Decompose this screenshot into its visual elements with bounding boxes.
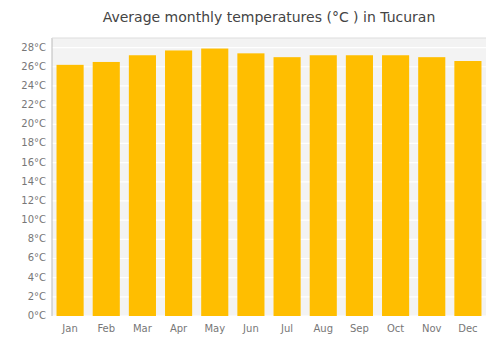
bar — [237, 53, 264, 316]
y-tick-label: 4°C — [28, 272, 46, 283]
bar — [201, 49, 228, 316]
grid — [52, 48, 486, 316]
chart-container: 0°C 2°C 4°C 6°C 8°C 10°C 12°C 14°C 16°C 18°C 20°C 2… — [0, 0, 500, 350]
bar — [129, 55, 156, 316]
bar — [165, 50, 192, 316]
y-tick-label: 14°C — [21, 176, 46, 187]
x-tick-label: Mar — [133, 323, 153, 334]
bar — [310, 55, 337, 316]
bar — [274, 57, 301, 316]
y-tick-label: 2°C — [28, 291, 46, 302]
bar — [346, 55, 373, 316]
x-tick-label: Aug — [313, 323, 333, 334]
y-tick-label: 16°C — [21, 157, 46, 168]
x-tick-label: Feb — [97, 323, 115, 334]
y-tick-label: 12°C — [21, 195, 46, 206]
y-tick-label: 0°C — [28, 310, 46, 321]
x-tick-label: Oct — [387, 323, 404, 334]
y-tick-label: 24°C — [21, 80, 46, 91]
grid-line — [52, 47, 486, 48]
y-tick-label: 20°C — [21, 118, 46, 129]
bars — [57, 49, 482, 316]
y-axis-line — [52, 38, 53, 316]
bar — [454, 61, 481, 316]
y-tick-label: 8°C — [28, 233, 46, 244]
y-tick-label: 28°C — [21, 42, 46, 53]
chart: 0°C 2°C 4°C 6°C 8°C 10°C 12°C 14°C 16°C 18°C 20°C 2… — [0, 0, 500, 350]
plot-area — [52, 38, 486, 316]
x-tick-label: Jan — [61, 323, 77, 334]
x-tick-label: Jun — [242, 323, 259, 334]
y-tick-label: 18°C — [21, 137, 46, 148]
y-tick-label: 22°C — [21, 99, 46, 110]
bar — [93, 62, 120, 316]
x-tick-label: Apr — [170, 323, 188, 334]
x-tick-label: May — [204, 323, 225, 334]
y-tick-label: 6°C — [28, 252, 46, 263]
title: Average monthly temperatures (°C ) in Tu… — [103, 9, 436, 25]
x-tick-label: Jul — [280, 323, 293, 334]
x-tick-label: Dec — [458, 323, 477, 334]
y-tick-label: 10°C — [21, 214, 46, 225]
x-axis-labels: Jan Feb Mar Apr May Jun Jul Aug Sep Oct Nov Dec — [61, 323, 477, 334]
y-tick-label: 26°C — [21, 61, 46, 72]
plot-top-edge — [52, 38, 486, 39]
x-tick-label: Nov — [422, 323, 442, 334]
y-axis-labels: 0°C 2°C 4°C 6°C 8°C 10°C 12°C 14°C 16°C 18°C 20°C 2… — [21, 42, 46, 321]
bar — [57, 65, 84, 316]
x-tick-label: Sep — [350, 323, 369, 334]
bar — [382, 55, 409, 316]
bar — [418, 57, 445, 316]
